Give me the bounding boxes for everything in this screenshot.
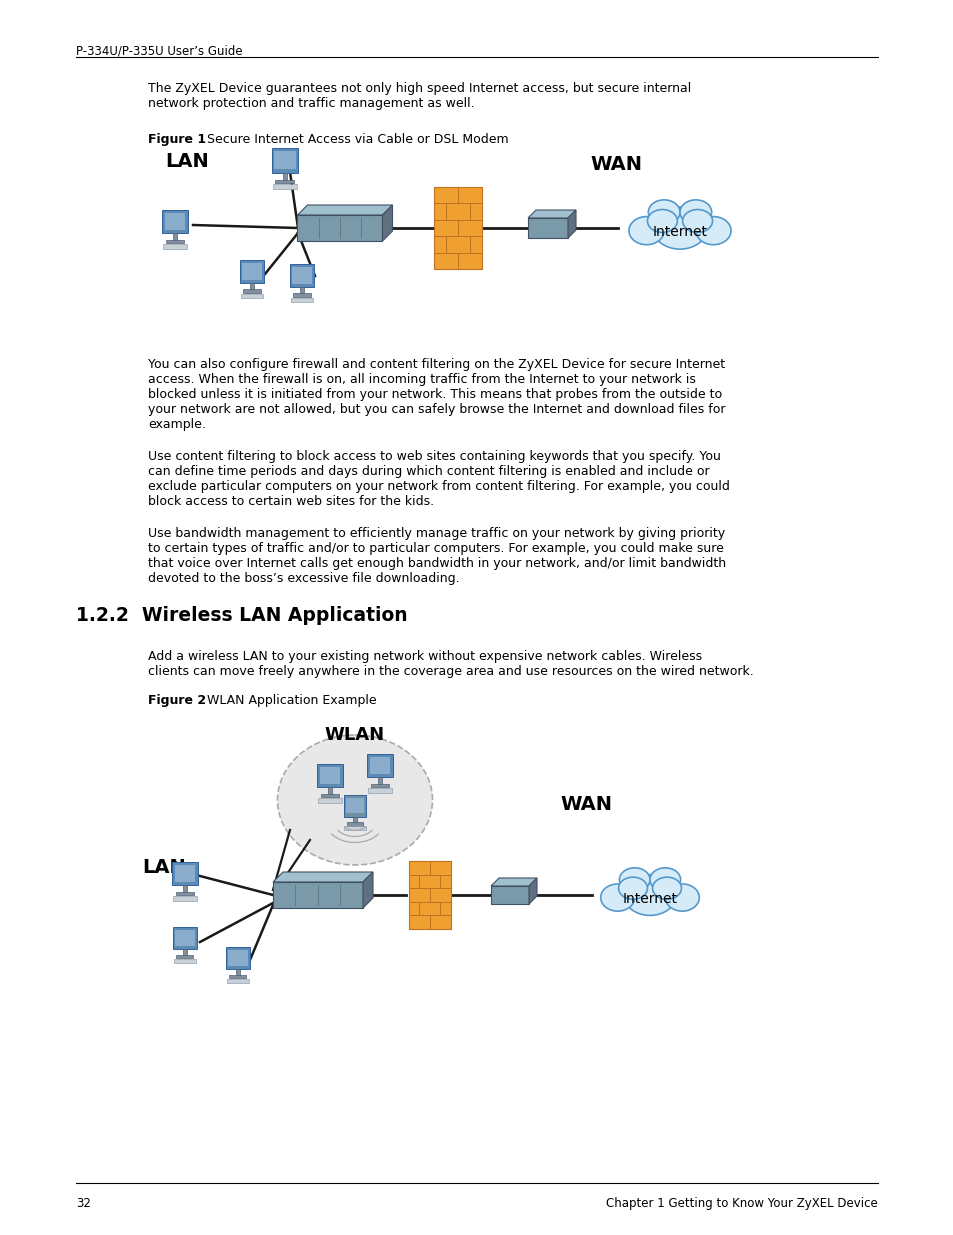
Bar (320, 794, 338, 798)
Bar (242, 263, 262, 279)
Ellipse shape (600, 884, 634, 911)
Bar (226, 947, 250, 968)
Bar (175, 892, 193, 895)
Bar (172, 233, 177, 240)
Bar (353, 816, 356, 823)
Bar (319, 767, 340, 784)
Text: The ZyXEL Device guarantees not only high speed Internet access, but secure inte: The ZyXEL Device guarantees not only hig… (148, 82, 691, 110)
Bar (274, 152, 295, 169)
Bar (345, 798, 364, 814)
Bar (491, 885, 529, 904)
Bar (176, 955, 193, 958)
Polygon shape (567, 210, 576, 238)
Polygon shape (363, 872, 373, 908)
Text: WAN: WAN (589, 156, 641, 174)
Polygon shape (529, 878, 537, 904)
Bar (343, 795, 366, 816)
Text: Chapter 1 Getting to Know Your ZyXEL Device: Chapter 1 Getting to Know Your ZyXEL Dev… (605, 1197, 877, 1210)
Text: Secure Internet Access via Cable or DSL Modem: Secure Internet Access via Cable or DSL … (194, 133, 508, 146)
Ellipse shape (695, 216, 730, 245)
Polygon shape (491, 878, 537, 885)
Bar (290, 264, 314, 288)
Ellipse shape (649, 868, 679, 892)
Polygon shape (382, 205, 392, 241)
Bar (230, 974, 246, 978)
Bar (272, 148, 298, 173)
Bar (273, 184, 297, 189)
Ellipse shape (664, 884, 699, 911)
Bar (328, 788, 332, 794)
Bar (291, 298, 314, 303)
Polygon shape (273, 872, 373, 882)
Bar (293, 293, 311, 296)
Ellipse shape (618, 868, 649, 892)
Ellipse shape (679, 200, 711, 225)
Ellipse shape (628, 216, 663, 245)
Bar (297, 215, 382, 241)
Bar (227, 979, 249, 983)
Bar (282, 173, 287, 179)
Ellipse shape (652, 207, 706, 249)
Ellipse shape (618, 877, 647, 899)
Ellipse shape (623, 874, 676, 915)
Bar (250, 283, 253, 289)
Bar (165, 212, 185, 230)
Bar (347, 823, 363, 825)
Text: WLAN: WLAN (325, 726, 385, 743)
Ellipse shape (277, 735, 432, 864)
Ellipse shape (652, 877, 680, 899)
Bar (172, 926, 196, 948)
Bar (183, 885, 187, 892)
Text: 32: 32 (76, 1197, 91, 1210)
Text: Use bandwidth management to efficiently manage traffic on your network by giving: Use bandwidth management to efficiently … (148, 527, 725, 585)
Text: Add a wireless LAN to your existing network without expensive network cables. Wi: Add a wireless LAN to your existing netw… (148, 650, 753, 678)
Bar (162, 210, 188, 233)
Bar (369, 757, 390, 774)
Bar (292, 267, 312, 284)
Bar (173, 897, 196, 900)
Text: LAN: LAN (165, 152, 209, 170)
Bar (235, 968, 240, 974)
Bar (368, 788, 392, 793)
Text: Internet: Internet (622, 892, 677, 906)
Polygon shape (297, 205, 392, 215)
Text: Use content filtering to block access to web sites containing keywords that you : Use content filtering to block access to… (148, 450, 729, 508)
Text: P-334U/P-335U User’s Guide: P-334U/P-335U User’s Guide (76, 44, 242, 58)
Text: Figure 1: Figure 1 (148, 133, 206, 146)
Ellipse shape (647, 210, 677, 232)
Bar (317, 764, 342, 788)
Bar (183, 948, 187, 955)
Text: Internet: Internet (652, 225, 707, 240)
Bar (434, 186, 481, 269)
Bar (273, 882, 363, 908)
Bar (239, 261, 264, 283)
Text: Figure 2: Figure 2 (148, 694, 206, 706)
Bar (172, 862, 197, 885)
Bar (371, 784, 389, 787)
Bar (275, 179, 294, 183)
Polygon shape (527, 210, 576, 219)
Bar (299, 288, 304, 293)
Bar (243, 289, 260, 293)
Text: You can also configure firewall and content filtering on the ZyXEL Device for se: You can also configure firewall and cont… (148, 358, 724, 431)
Bar (409, 861, 451, 929)
Bar (344, 826, 365, 830)
Bar (174, 864, 195, 882)
Ellipse shape (682, 210, 712, 232)
Text: LAN: LAN (142, 858, 186, 877)
Bar (173, 960, 196, 963)
Bar (318, 798, 341, 803)
Bar (163, 245, 187, 248)
Bar (175, 930, 194, 946)
Bar (228, 950, 248, 966)
Bar (367, 753, 393, 777)
Bar (240, 294, 263, 298)
Text: WAN: WAN (559, 795, 612, 814)
Bar (527, 219, 567, 238)
Text: 1.2.2  Wireless LAN Application: 1.2.2 Wireless LAN Application (76, 606, 407, 625)
Text: WLAN Application Example: WLAN Application Example (194, 694, 376, 706)
Bar (166, 240, 184, 243)
Bar (377, 777, 382, 784)
Ellipse shape (648, 200, 679, 225)
